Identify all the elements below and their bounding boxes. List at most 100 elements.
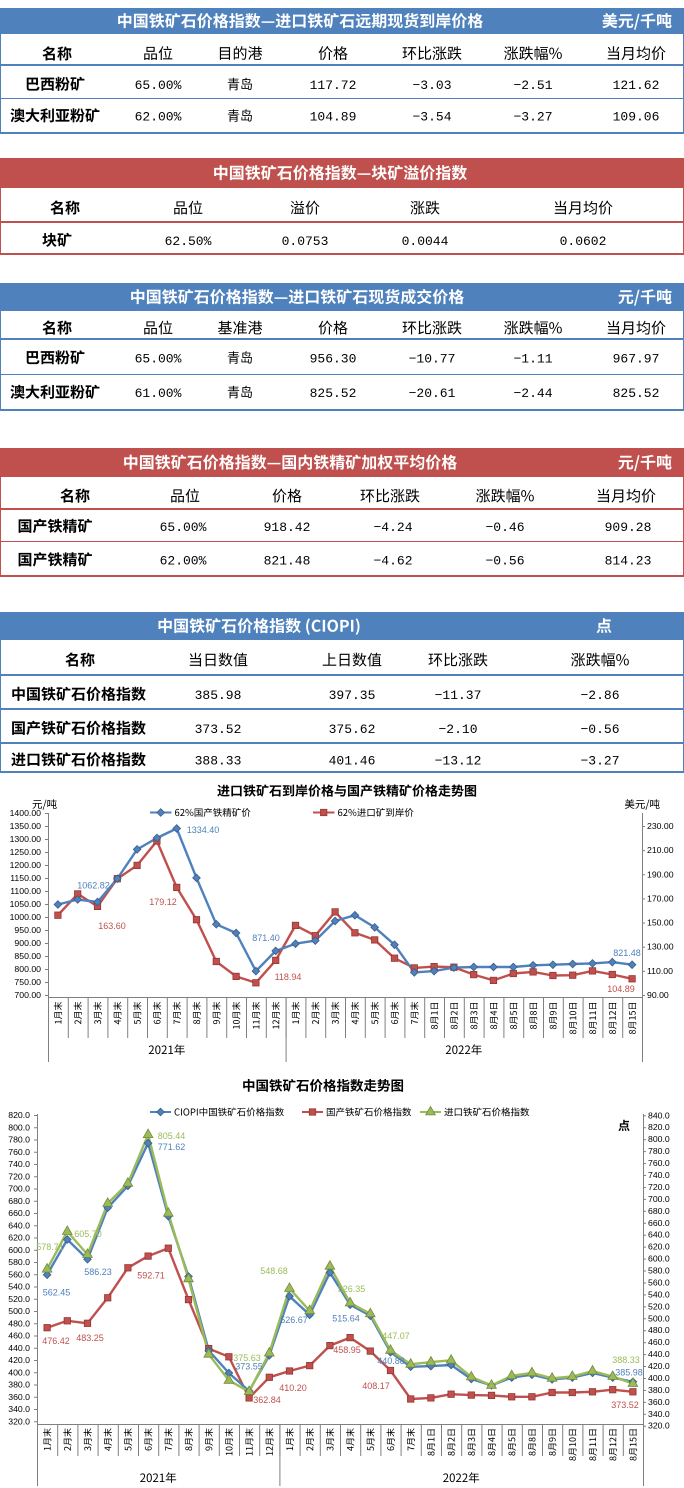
- svg-text:586.23: 586.23: [84, 1267, 112, 1277]
- svg-text:373.52: 373.52: [195, 722, 242, 737]
- svg-text:680.0: 680.0: [648, 1206, 670, 1216]
- svg-text:950.00: 950.00: [14, 925, 41, 935]
- svg-text:447.07: 447.07: [382, 1331, 410, 1341]
- svg-text:210.00: 210.00: [647, 845, 674, 855]
- svg-text:720.0: 720.0: [648, 1182, 670, 1192]
- svg-text:340.0: 340.0: [8, 1404, 30, 1414]
- svg-text:375.63: 375.63: [233, 1353, 261, 1363]
- svg-text:526.35: 526.35: [338, 1284, 366, 1294]
- svg-text:118.94: 118.94: [275, 972, 302, 982]
- svg-text:375.62: 375.62: [329, 722, 376, 737]
- svg-text:−3.03: −3.03: [412, 78, 451, 93]
- svg-text:1062.82: 1062.82: [77, 881, 110, 891]
- svg-text:−20.61: −20.61: [409, 386, 456, 401]
- svg-text:750.00: 750.00: [14, 977, 41, 987]
- svg-text:−0.46: −0.46: [485, 520, 524, 535]
- svg-text:62.00%: 62.00%: [160, 554, 207, 569]
- svg-text:−3.54: −3.54: [412, 110, 451, 125]
- svg-text:420.0: 420.0: [8, 1355, 30, 1365]
- svg-text:400.0: 400.0: [8, 1367, 30, 1377]
- svg-text:1200.00: 1200.00: [10, 860, 42, 870]
- svg-text:360.0: 360.0: [648, 1397, 670, 1407]
- svg-text:青岛: 青岛: [227, 109, 253, 125]
- svg-text:65.00%: 65.00%: [135, 352, 182, 367]
- svg-text:540.0: 540.0: [8, 1282, 30, 1292]
- svg-text:500.0: 500.0: [648, 1313, 670, 1323]
- svg-text:1050.00: 1050.00: [10, 899, 42, 909]
- svg-text:青岛: 青岛: [227, 351, 253, 367]
- svg-text:918.42: 918.42: [264, 520, 311, 535]
- svg-text:−2.51: −2.51: [513, 78, 552, 93]
- svg-text:956.30: 956.30: [310, 352, 357, 367]
- svg-text:1000.00: 1000.00: [10, 912, 42, 922]
- svg-text:660.0: 660.0: [648, 1218, 670, 1228]
- svg-text:−1.11: −1.11: [513, 352, 552, 367]
- svg-text:620.0: 620.0: [648, 1242, 670, 1252]
- svg-text:560.0: 560.0: [648, 1277, 670, 1287]
- svg-text:578.71: 578.71: [36, 1242, 64, 1252]
- svg-text:820.0: 820.0: [8, 1110, 30, 1120]
- svg-text:−4.62: −4.62: [373, 554, 412, 569]
- svg-text:373.52: 373.52: [611, 1400, 639, 1410]
- svg-text:640.0: 640.0: [648, 1230, 670, 1240]
- svg-text:805.44: 805.44: [158, 1131, 186, 1141]
- svg-text:−0.56: −0.56: [580, 722, 619, 737]
- svg-text:1100.00: 1100.00: [10, 886, 41, 896]
- svg-text:380.0: 380.0: [648, 1385, 670, 1395]
- svg-text:548.68: 548.68: [260, 1266, 288, 1276]
- svg-text:800.0: 800.0: [8, 1122, 30, 1132]
- svg-text:1400.00: 1400.00: [10, 808, 42, 818]
- svg-text:476.42: 476.42: [42, 1336, 70, 1346]
- svg-text:170.00: 170.00: [647, 893, 674, 903]
- svg-text:121.62: 121.62: [613, 78, 660, 93]
- svg-text:1350.00: 1350.00: [10, 821, 42, 831]
- svg-text:373.55: 373.55: [235, 1362, 263, 1372]
- svg-text:580.0: 580.0: [648, 1266, 670, 1276]
- svg-text:660.0: 660.0: [8, 1208, 30, 1218]
- svg-text:−3.27: −3.27: [513, 110, 552, 125]
- svg-text:760.0: 760.0: [8, 1147, 30, 1157]
- svg-text:520.0: 520.0: [648, 1301, 670, 1311]
- svg-text:500.0: 500.0: [8, 1306, 30, 1316]
- svg-text:−4.24: −4.24: [373, 520, 412, 535]
- svg-text:109.06: 109.06: [613, 110, 660, 125]
- svg-text:117.72: 117.72: [310, 78, 357, 93]
- svg-text:909.28: 909.28: [605, 520, 652, 535]
- svg-text:−11.37: −11.37: [435, 688, 482, 703]
- svg-text:104.89: 104.89: [310, 110, 357, 125]
- svg-text:−3.27: −3.27: [580, 754, 619, 769]
- svg-text:605.70: 605.70: [74, 1229, 102, 1239]
- svg-text:385.98: 385.98: [195, 688, 242, 703]
- svg-text:740.0: 740.0: [8, 1159, 30, 1169]
- svg-text:104.89: 104.89: [607, 984, 635, 994]
- svg-text:540.0: 540.0: [648, 1289, 670, 1299]
- svg-text:580.0: 580.0: [8, 1257, 30, 1267]
- svg-text:440.0: 440.0: [8, 1343, 30, 1353]
- svg-text:740.0: 740.0: [648, 1170, 670, 1180]
- svg-text:460.0: 460.0: [648, 1337, 670, 1347]
- svg-text:800.00: 800.00: [14, 964, 41, 974]
- svg-text:900.00: 900.00: [14, 938, 41, 948]
- svg-text:640.0: 640.0: [8, 1220, 30, 1230]
- svg-text:420.0: 420.0: [648, 1361, 670, 1371]
- svg-text:−0.56: −0.56: [485, 554, 524, 569]
- svg-text:821.48: 821.48: [613, 948, 641, 958]
- svg-text:771.62: 771.62: [158, 1142, 186, 1152]
- svg-text:62.50%: 62.50%: [165, 234, 212, 249]
- svg-text:90.00: 90.00: [647, 990, 669, 1000]
- svg-text:−2.44: −2.44: [513, 386, 552, 401]
- svg-text:700.0: 700.0: [648, 1194, 670, 1204]
- svg-text:−2.86: −2.86: [580, 688, 619, 703]
- svg-text:−13.12: −13.12: [435, 754, 482, 769]
- svg-text:397.35: 397.35: [329, 688, 376, 703]
- svg-text:62.00%: 62.00%: [135, 110, 182, 125]
- svg-text:515.64: 515.64: [332, 1314, 360, 1324]
- svg-text:163.60: 163.60: [98, 921, 126, 931]
- svg-text:150.00: 150.00: [647, 918, 674, 928]
- svg-text:320.0: 320.0: [648, 1421, 670, 1431]
- svg-text:340.0: 340.0: [648, 1409, 670, 1419]
- svg-text:400.0: 400.0: [648, 1373, 670, 1383]
- svg-text:65.00%: 65.00%: [160, 520, 207, 535]
- svg-text:0.0602: 0.0602: [560, 234, 607, 249]
- svg-text:821.48: 821.48: [264, 554, 311, 569]
